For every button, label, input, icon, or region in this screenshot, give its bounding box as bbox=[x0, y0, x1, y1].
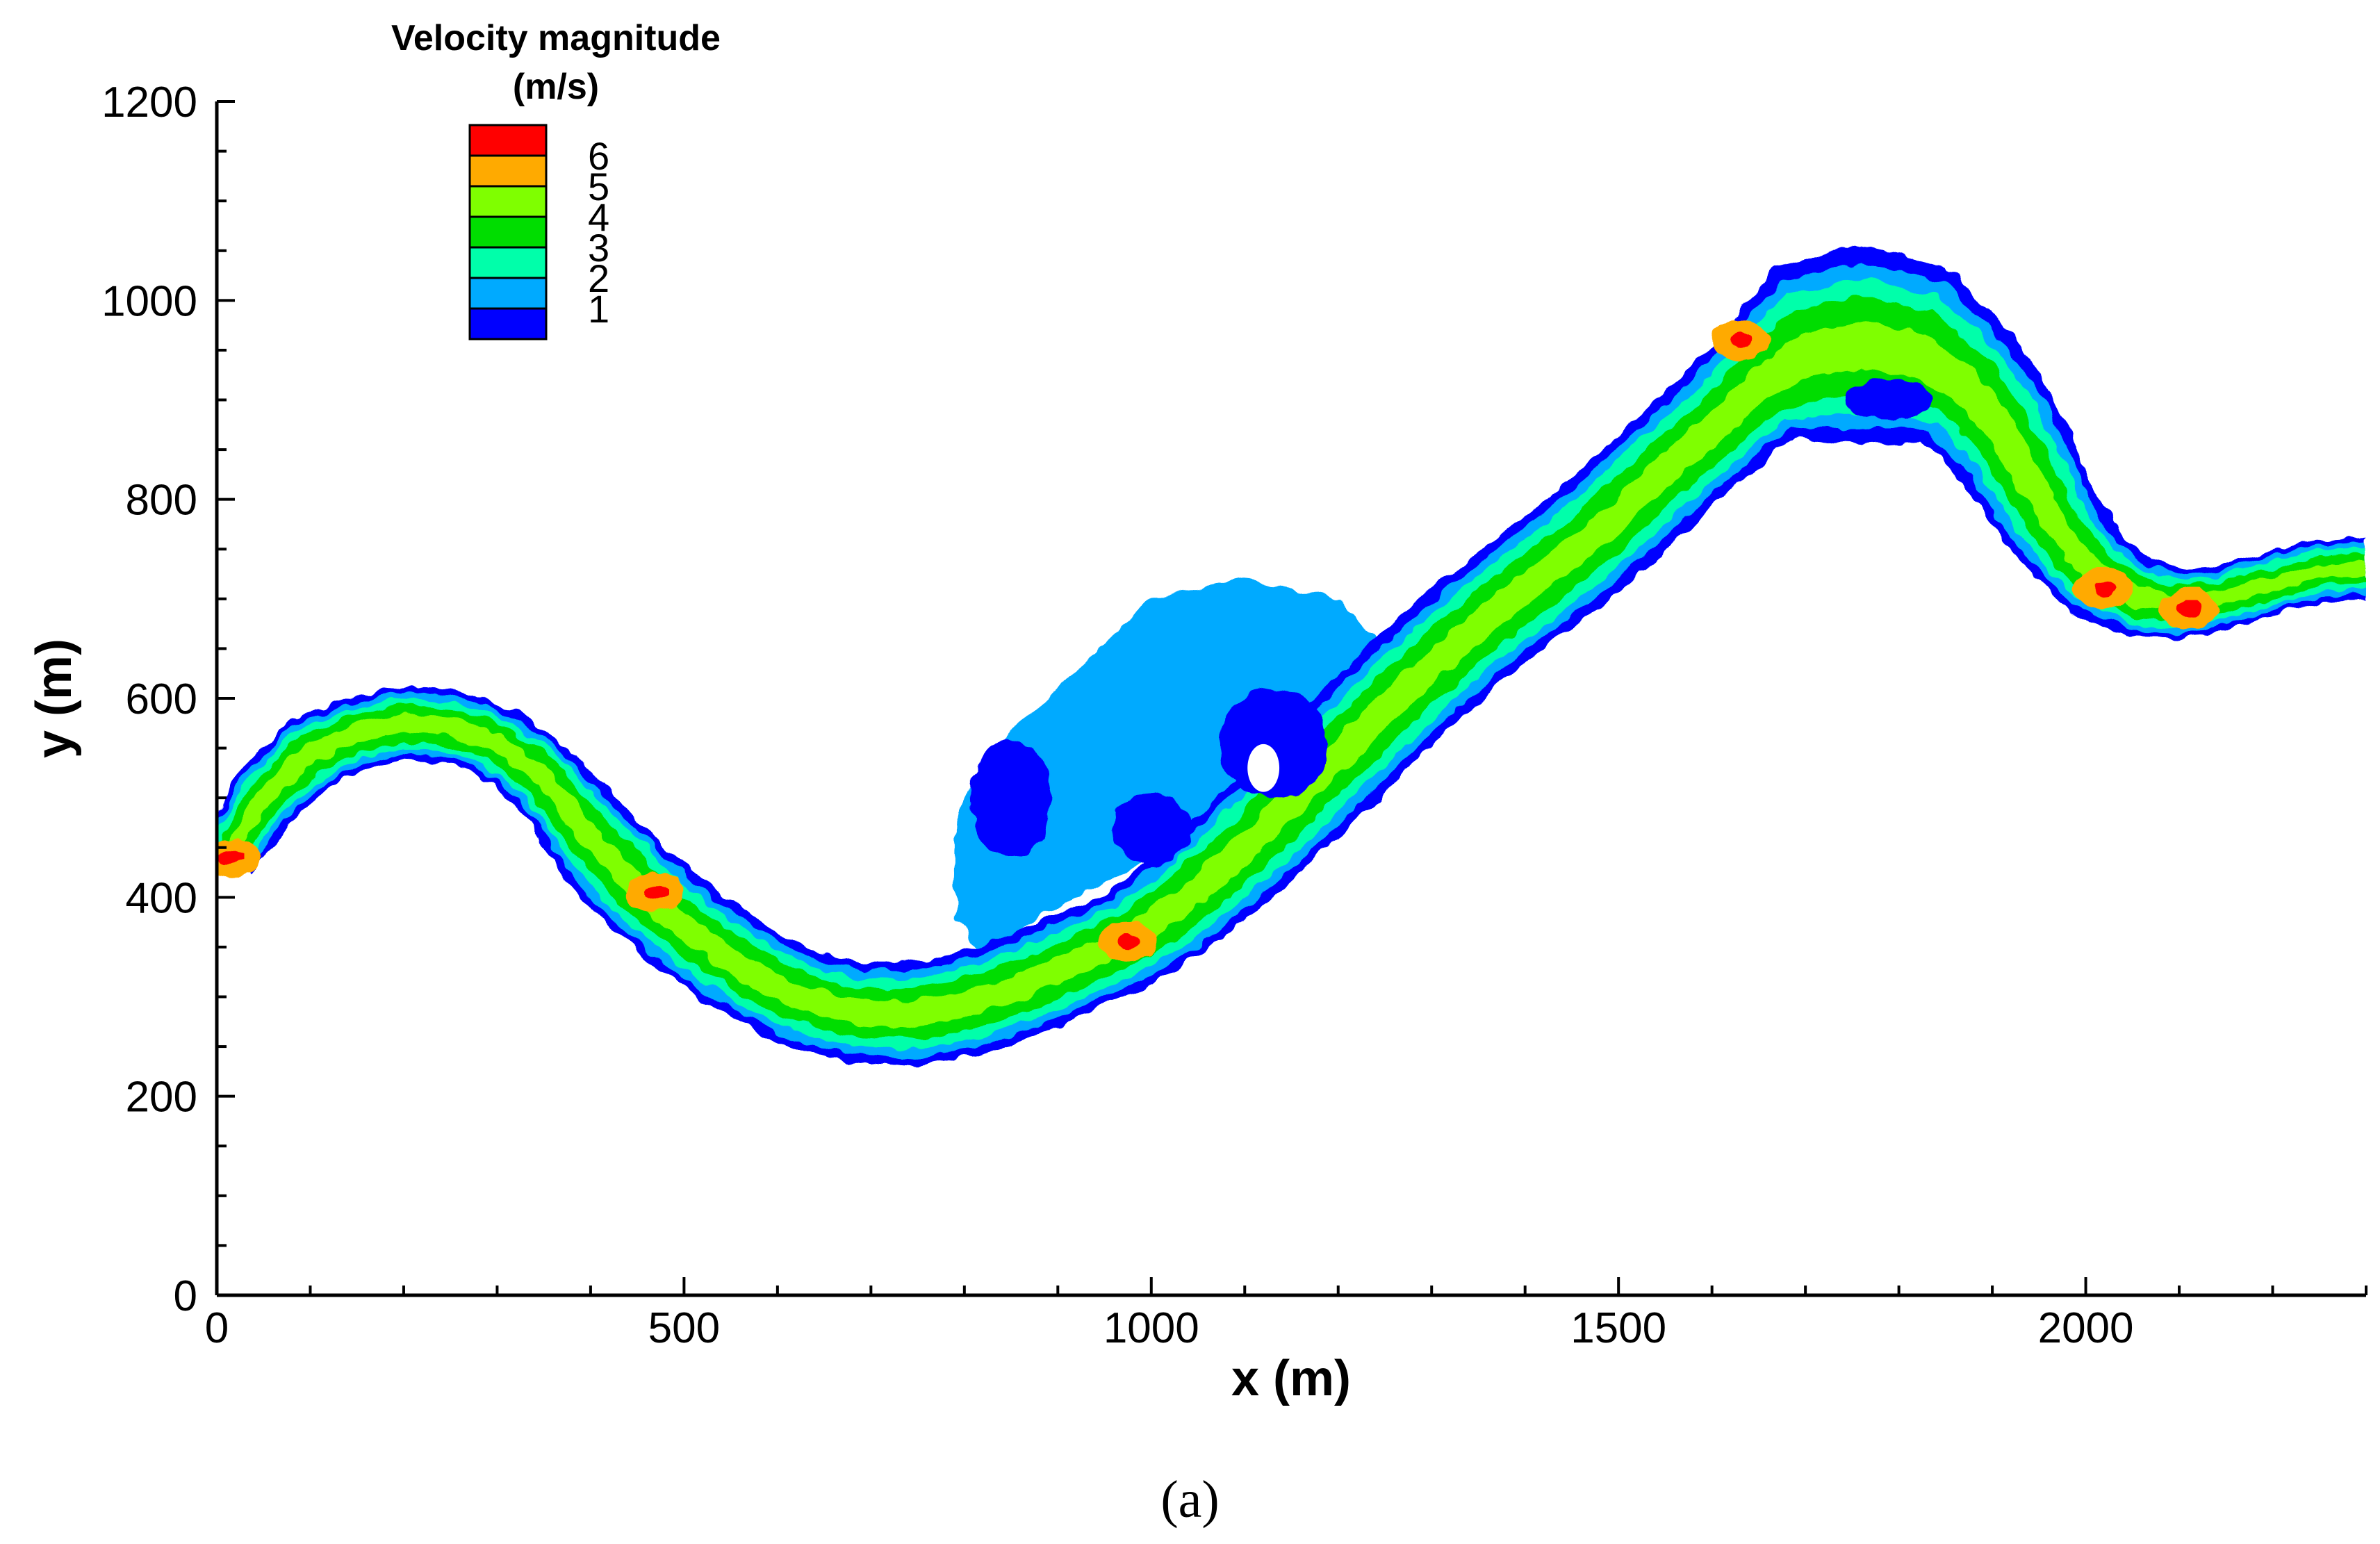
legend-units: (m/s) bbox=[513, 67, 599, 107]
x-tick-label: 500 bbox=[648, 1304, 720, 1352]
river-velocity-field bbox=[217, 245, 2366, 1067]
legend-swatch bbox=[468, 124, 548, 157]
legend-label: 3 bbox=[588, 226, 609, 270]
x-tick-label: 2000 bbox=[2038, 1304, 2134, 1352]
y-tick-label: 0 bbox=[174, 1272, 197, 1320]
legend-label: 6 bbox=[588, 134, 609, 178]
legend-swatch bbox=[468, 307, 548, 340]
hotspot-red-3 bbox=[1115, 934, 1140, 951]
hotspot-red-4 bbox=[1727, 332, 1753, 349]
legend-label: 2 bbox=[588, 256, 609, 300]
legend-title: Velocity magnitude bbox=[391, 18, 721, 58]
axis-titles: x (m) y (m) bbox=[26, 639, 1351, 1406]
slow-zone-3 bbox=[1217, 688, 1328, 798]
y-tick-label: 400 bbox=[126, 874, 197, 922]
y-axis-title: y (m) bbox=[26, 639, 82, 758]
y-tick-label: 200 bbox=[126, 1074, 197, 1122]
y-tick-label: 1000 bbox=[101, 277, 197, 325]
dry-island bbox=[1247, 744, 1280, 792]
x-axis-title: x (m) bbox=[1231, 1351, 1351, 1406]
floodplain-low-velocity bbox=[955, 579, 1385, 958]
legend-swatch bbox=[468, 215, 548, 249]
x-tick-label: 0 bbox=[205, 1304, 229, 1352]
legend-label: 5 bbox=[588, 165, 609, 208]
hotspot-red-6 bbox=[2176, 600, 2201, 617]
y-tick-label: 1200 bbox=[101, 79, 197, 126]
y-tick-label: 600 bbox=[126, 675, 197, 723]
hotspot-red-5 bbox=[2092, 581, 2117, 597]
slow-zone-4 bbox=[1844, 379, 1935, 420]
x-tick-label: 1500 bbox=[1570, 1304, 1666, 1352]
legend-label: 4 bbox=[588, 195, 609, 239]
slow-zone-1 bbox=[971, 738, 1051, 858]
panel-label: (a) bbox=[1160, 1470, 1220, 1529]
hotspot-red-2 bbox=[643, 884, 668, 901]
legend-swatch bbox=[468, 246, 548, 279]
y-tick-label: 800 bbox=[126, 477, 197, 525]
slow-zone-2 bbox=[1111, 793, 1192, 863]
legend-label: 1 bbox=[588, 287, 609, 331]
hotspot-red-1 bbox=[218, 849, 243, 866]
legend-swatch bbox=[468, 154, 548, 188]
legend-swatch bbox=[468, 185, 548, 218]
legend-swatch bbox=[468, 277, 548, 310]
x-tick-label: 1000 bbox=[1103, 1304, 1199, 1352]
plot-axes: 0 500 1000 1500 2000 0 200 400 600 800 1000 1200 bbox=[101, 79, 2367, 1352]
